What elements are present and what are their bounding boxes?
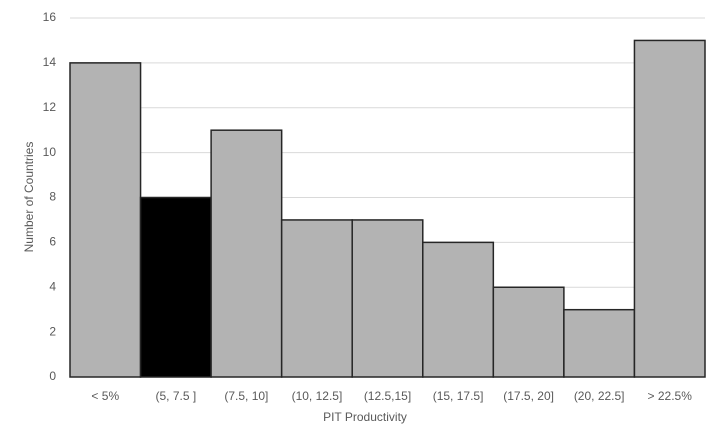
- x-tick-label: (17.5, 20]: [503, 389, 554, 403]
- y-tick-label: 8: [49, 190, 56, 204]
- x-tick-label: (15, 17.5]: [433, 389, 484, 403]
- x-tick-label: (7.5, 10]: [224, 389, 268, 403]
- y-tick-label: 12: [43, 100, 57, 114]
- y-tick-label: 2: [49, 324, 56, 338]
- bar: [210, 129, 283, 378]
- bar: [492, 286, 565, 378]
- y-tick-label: 10: [43, 145, 57, 159]
- bar: [139, 196, 212, 378]
- y-tick-label: 16: [43, 10, 57, 24]
- x-tick-label: > 22.5%: [648, 389, 693, 403]
- y-tick-label: 14: [43, 55, 57, 69]
- y-axis-title: Number of Countries: [22, 142, 36, 253]
- bar: [69, 62, 142, 378]
- x-tick-label: (5, 7.5 ]: [155, 389, 196, 403]
- y-tick-label: 6: [49, 235, 56, 249]
- x-tick-label: (10, 12.5]: [292, 389, 343, 403]
- bar: [422, 241, 495, 378]
- bar: [280, 219, 353, 378]
- bar: [563, 308, 636, 378]
- bar: [351, 219, 424, 378]
- x-tick-label: (12.5,15]: [364, 389, 411, 403]
- y-tick-label: 4: [49, 279, 56, 293]
- bar: [633, 39, 706, 378]
- x-tick-label: (20, 22.5]: [574, 389, 625, 403]
- x-tick-label: < 5%: [91, 389, 119, 403]
- y-tick-label: 0: [49, 369, 56, 383]
- x-axis-title: PIT Productivity: [323, 410, 407, 424]
